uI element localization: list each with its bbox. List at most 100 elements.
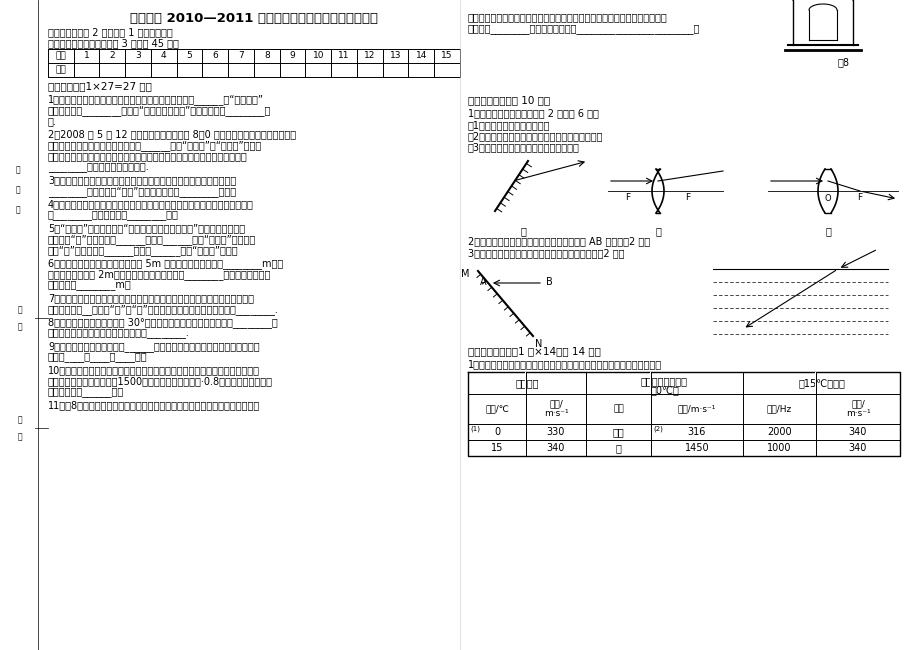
Text: 频率/Hz: 频率/Hz bbox=[766, 404, 791, 413]
Text: A: A bbox=[480, 277, 486, 287]
Text: 温度/℃: 温度/℃ bbox=[484, 404, 508, 413]
Text: 6: 6 bbox=[212, 51, 218, 60]
Text: 声逐渐变________。这个实验能说明________________________。: 声逐渐变________。这个实验能说明____________________… bbox=[468, 24, 699, 34]
Text: 10、用回声可以帮助船只测量水深，因此在海洋和江河的考察船上都装有声纳。: 10、用回声可以帮助船只测量水深，因此在海洋和江河的考察船上都装有声纳。 bbox=[48, 365, 260, 375]
Text: 甲: 甲 bbox=[519, 226, 526, 236]
Text: 丙: 丙 bbox=[824, 226, 830, 236]
Text: 10: 10 bbox=[312, 51, 323, 60]
Text: 这里的水深为______米。: 这里的水深为______米。 bbox=[48, 387, 124, 397]
Text: 介质: 介质 bbox=[612, 404, 623, 413]
Text: 2000: 2000 bbox=[766, 427, 791, 437]
Text: （2）在乙图中画出经凹透镜折射光线的入射光线；: （2）在乙图中画出经凹透镜折射光线的入射光线； bbox=[468, 131, 603, 141]
Text: 340: 340 bbox=[546, 443, 564, 453]
Text: 选项: 选项 bbox=[55, 66, 66, 75]
Text: 11、图8是老师把电铃扣在钓罩里并让其发声，我们可以听到清脆的铃声。当老: 11、图8是老师把电铃扣在钓罩里并让其发声，我们可以听到清脆的铃声。当老 bbox=[48, 400, 260, 410]
Bar bbox=[650, 372, 651, 394]
Text: 如果声音在水中的每秒传播1500米，在考察时发出声音·0.8秒后接收到了回声，: 如果声音在水中的每秒传播1500米，在考察时发出声音·0.8秒后接收到了回声， bbox=[48, 376, 273, 386]
Text: 到一个____、____的____像。: 到一个____、____的____像。 bbox=[48, 352, 147, 362]
Text: 氧气: 氧气 bbox=[612, 427, 624, 437]
Text: F: F bbox=[857, 193, 862, 202]
Text: 4: 4 bbox=[161, 51, 166, 60]
Text: 水: 水 bbox=[615, 443, 620, 453]
Text: O: O bbox=[823, 194, 831, 203]
Text: 15: 15 bbox=[490, 443, 503, 453]
Text: B: B bbox=[545, 277, 552, 287]
Text: 四．实验探究题（1 分×14，共 14 分）: 四．实验探究题（1 分×14，共 14 分） bbox=[468, 346, 600, 356]
Bar bbox=[525, 372, 526, 394]
Text: 7、有经验的渔夫用鱼叉捕鱼时，不是将鱼叉对准他看到的鱼，而是对准所看到: 7、有经验的渔夫用鱼叉捕鱼时，不是将鱼叉对准他看到的鱼，而是对准所看到 bbox=[48, 293, 254, 303]
Text: 1、完成下列光路图（每小题 2 分，共 6 分）: 1、完成下列光路图（每小题 2 分，共 6 分） bbox=[468, 108, 598, 118]
Text: 15: 15 bbox=[441, 51, 452, 60]
Text: 8: 8 bbox=[264, 51, 269, 60]
Text: 6、一个人站在竖直放置的平面镜前 5m 处，他的像距离平面镜________m。这: 6、一个人站在竖直放置的平面镜前 5m 处，他的像距离平面镜________m。… bbox=[48, 258, 283, 269]
Text: 3: 3 bbox=[135, 51, 141, 60]
Bar bbox=[814, 372, 816, 394]
Text: 级: 级 bbox=[17, 432, 22, 441]
Text: 在15℃空气中: 在15℃空气中 bbox=[797, 378, 844, 388]
Text: 14: 14 bbox=[415, 51, 426, 60]
Text: 2: 2 bbox=[109, 51, 115, 60]
Text: N: N bbox=[535, 339, 542, 349]
Text: 1、电视机上的音量调节旋鈕可以改变声音三个特征中的______。“声音刺耳”: 1、电视机上的音量调节旋鈕可以改变声音三个特征中的______。“声音刺耳” bbox=[48, 94, 264, 105]
Text: 11: 11 bbox=[338, 51, 349, 60]
Text: 中画面的“鱼”是由于光的______形成的______（填“实或虚”）像；水: 中画面的“鱼”是由于光的______形成的______（填“实或虚”）像；水 bbox=[48, 234, 256, 245]
Text: 装: 装 bbox=[16, 166, 20, 174]
Text: 3、观看电影时，我们能从各个角度看到银幕上的景象，是由于光发生了: 3、观看电影时，我们能从各个角度看到银幕上的景象，是由于光发生了 bbox=[48, 175, 236, 185]
Text: 前旗六中 2010—2011 年第一学期期中考试初二物理试卷: 前旗六中 2010—2011 年第一学期期中考试初二物理试卷 bbox=[130, 12, 378, 25]
Text: 12: 12 bbox=[364, 51, 375, 60]
Text: F: F bbox=[685, 193, 690, 202]
Text: 重大损失。因为地震产生的声波属于______（填“次声波”或“超声波”）。所: 重大损失。因为地震产生的声波属于______（填“次声波”或“超声波”）。所 bbox=[48, 140, 262, 151]
Text: (1): (1) bbox=[470, 425, 480, 432]
Text: 题号: 题号 bbox=[55, 51, 66, 60]
Text: 声速/: 声速/ bbox=[549, 400, 562, 408]
Text: 7: 7 bbox=[238, 51, 244, 60]
Text: 姓: 姓 bbox=[17, 306, 22, 315]
Text: 师用抽气机抽掉钓罩里的空气时，我们发现，随着钓罩里的空气逐渐变少，铃: 师用抽气机抽掉钓罩里的空气时，我们发现，随着钓罩里的空气逐渐变少，铃 bbox=[468, 12, 667, 22]
Text: 1450: 1450 bbox=[684, 443, 709, 453]
Text: 1．请阅读下表，并分析表格中的数据，然后写出两个与声速有关的结论：: 1．请阅读下表，并分析表格中的数据，然后写出两个与声速有关的结论： bbox=[468, 359, 662, 369]
Text: 一、选择题答题卡（每小题 3 分，共 45 分）: 一、选择题答题卡（每小题 3 分，共 45 分） bbox=[48, 38, 178, 48]
Text: 断.: 断. bbox=[48, 116, 57, 126]
Text: （0℃）: （0℃） bbox=[650, 385, 678, 395]
Text: 线: 线 bbox=[16, 205, 20, 214]
Text: 330: 330 bbox=[546, 427, 564, 437]
Text: 当入射光线垂直射向镜面时，反射角为________.: 当入射光线垂直射向镜面时，反射角为________. bbox=[48, 328, 189, 338]
Text: 中的“鸟”是由于光的______形成的______（填“实或虚”）像。: 中的“鸟”是由于光的______形成的______（填“实或虚”）像。 bbox=[48, 245, 238, 256]
Text: 班: 班 bbox=[17, 415, 22, 424]
Text: F: F bbox=[625, 193, 630, 202]
Text: 图8: 图8 bbox=[837, 57, 849, 67]
Text: 现________色，裙子呈现________色。: 现________色，裙子呈现________色。 bbox=[48, 210, 178, 220]
Text: m·s⁻¹: m·s⁻¹ bbox=[543, 410, 568, 419]
Text: 三、作图题：（共 10 分）: 三、作图题：（共 10 分） bbox=[468, 95, 550, 105]
Text: 声速/: 声速/ bbox=[850, 400, 864, 408]
Text: 340: 340 bbox=[848, 427, 867, 437]
Text: （1）在甲图中画出入射光线；: （1）在甲图中画出入射光线； bbox=[468, 120, 550, 130]
Text: 316: 316 bbox=[687, 427, 706, 437]
Text: 的鱼的位置的__（选填“上”或“下”）方叉去，这是由于光在水面发生________.: 的鱼的位置的__（选填“上”或“下”）方叉去，这是由于光在水面发生_______… bbox=[48, 304, 278, 315]
Text: 9、照相机的镜头相当于一个______镜，用照相机拍摄景物时，能在底片上得: 9、照相机的镜头相当于一个______镜，用照相机拍摄景物时，能在底片上得 bbox=[48, 341, 259, 352]
Text: ________反射，黑板“反光”是由于光发生了________反射。: ________反射，黑板“反光”是由于光发生了________反射。 bbox=[48, 186, 236, 197]
Text: 5: 5 bbox=[187, 51, 192, 60]
Text: 1000: 1000 bbox=[766, 443, 791, 453]
Text: 个人向平面镜前进 2m，他在平面镜中的像的大小________，他与他在平面镜: 个人向平面镜前进 2m，他在平面镜中的像的大小________，他与他在平面镜 bbox=[48, 269, 270, 280]
Text: 340: 340 bbox=[848, 443, 867, 453]
Text: 0: 0 bbox=[494, 427, 500, 437]
Text: 2、2008 年 5 月 12 日我国汶川地区发生了 8．0 级的大地震，给人民群众造成了: 2、2008 年 5 月 12 日我国汶川地区发生了 8．0 级的大地震，给人民… bbox=[48, 129, 296, 139]
Text: 名: 名 bbox=[17, 322, 22, 332]
Text: 4、舞台上绿色追光灯照到穿白色上衣、红裙子的演员身上，观众看到她上衣呈: 4、舞台上绿色追光灯照到穿白色上衣、红裙子的演员身上，观众看到她上衣呈 bbox=[48, 199, 254, 209]
Text: M: M bbox=[461, 269, 470, 279]
Text: 在气、固、液体中: 在气、固、液体中 bbox=[641, 376, 687, 386]
Text: 5、“九寨沟”的镜海中有着“鱼在天上飞，鸟在水中游”的美丽景观，这空: 5、“九寨沟”的镜海中有着“鱼在天上飞，鸟在水中游”的美丽景观，这空 bbox=[48, 223, 244, 233]
Text: 9: 9 bbox=[289, 51, 295, 60]
Text: 反映了声音的________很高。“闻其声而知其人”是依据声音的________判: 反映了声音的________很高。“闻其声而知其人”是依据声音的________… bbox=[48, 105, 271, 116]
Text: m·s⁻¹: m·s⁻¹ bbox=[845, 410, 869, 419]
Text: 订: 订 bbox=[16, 185, 20, 194]
Text: (2): (2) bbox=[652, 425, 663, 432]
Text: 2、根据平面镜成像的特点，作出下图中物体 AB 的像。（2 分）: 2、根据平面镜成像的特点，作出下图中物体 AB 的像。（2 分） bbox=[468, 236, 650, 246]
Text: 二、填空题（1×27=27 分）: 二、填空题（1×27=27 分） bbox=[48, 81, 152, 91]
Text: 中的像相距________m。: 中的像相距________m。 bbox=[48, 280, 131, 290]
Text: 乙: 乙 bbox=[654, 226, 660, 236]
Text: ________发出声音，被及时获救.: ________发出声音，被及时获救. bbox=[48, 162, 149, 172]
Text: 3、在图中做出光经过水面发生折射时的大致光路（2 分）: 3、在图中做出光经过水面发生折射时的大致光路（2 分） bbox=[468, 248, 624, 258]
Text: 声速/m·s⁻¹: 声速/m·s⁻¹ bbox=[677, 404, 715, 413]
